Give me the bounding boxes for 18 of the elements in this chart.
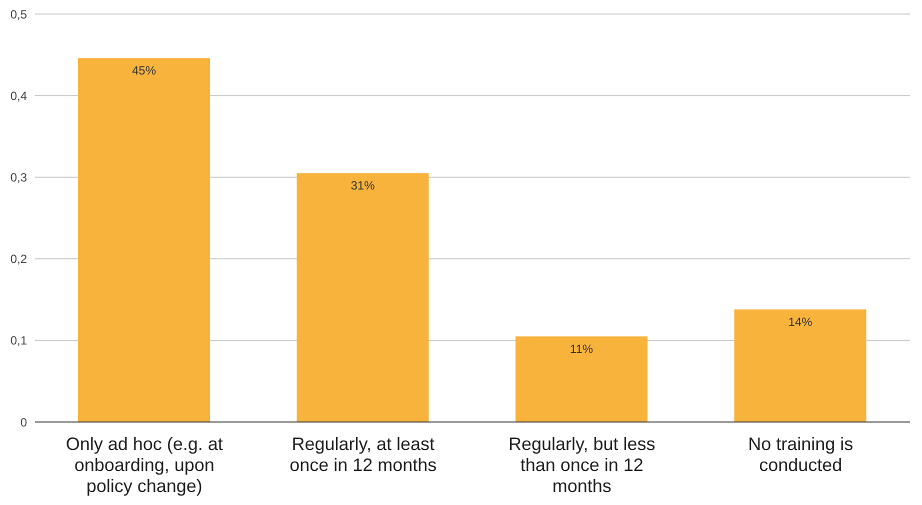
bar (78, 58, 210, 422)
x-tick-label: Regularly, but less than once in 12 months (508, 434, 656, 496)
bar (734, 309, 866, 422)
y-tick-label: 0,3 (10, 170, 28, 184)
data-label: 31% (350, 178, 376, 193)
x-tick-label: No training is conducted (748, 434, 854, 475)
bar (296, 173, 429, 422)
data-label: 11% (570, 342, 594, 356)
y-tick-label: 0,5 (10, 7, 28, 22)
x-tick-label: Only ad hoc (e.g. at onboarding, upon policy change) (66, 434, 223, 496)
x-tick-label: Regularly, at least once in 12 months (290, 434, 437, 475)
y-tick-label: 0 (20, 415, 28, 430)
y-tick-label: 0,4 (10, 88, 28, 103)
data-label: 45% (132, 64, 156, 78)
data-label: 14% (788, 314, 813, 329)
y-tick-label: 0,2 (10, 252, 28, 266)
y-tick-label: 0,1 (10, 334, 28, 348)
bar (516, 336, 648, 422)
